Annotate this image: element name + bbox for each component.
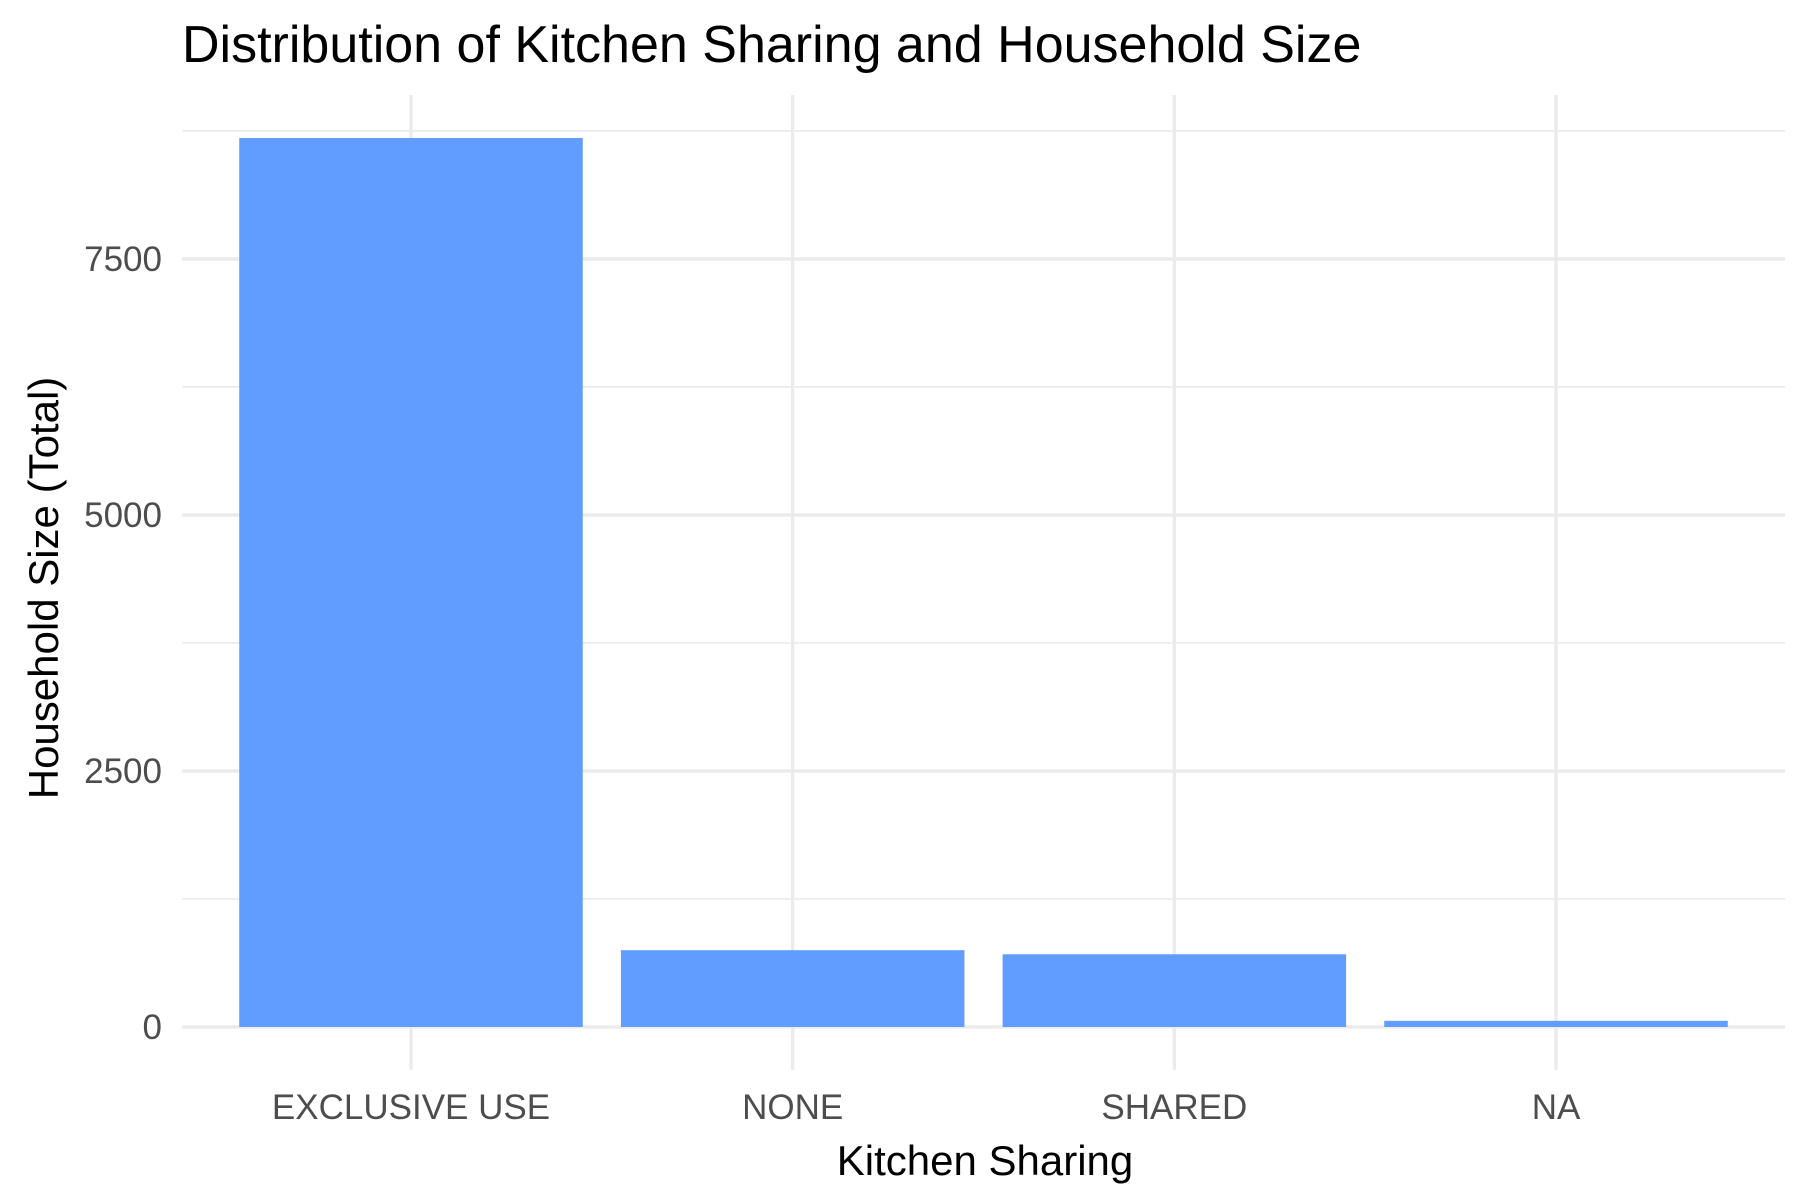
x-axis-title: Kitchen Sharing: [837, 1137, 1134, 1184]
x-tick-label: SHARED: [1101, 1088, 1247, 1127]
bar-exclusive-use: [239, 138, 583, 1027]
x-tick-label: NONE: [742, 1088, 843, 1127]
x-tick-label: NA: [1532, 1088, 1581, 1127]
x-tick-label: EXCLUSIVE USE: [272, 1088, 550, 1127]
y-tick-labels: 0 2500 5000 7500: [84, 240, 162, 1047]
y-tick-label: 0: [143, 1008, 162, 1047]
y-tick-label: 2500: [84, 752, 162, 791]
y-tick-label: 7500: [84, 240, 162, 279]
bar-shared: [1002, 954, 1347, 1027]
bar-layer: [239, 138, 1728, 1027]
chart-title: Distribution of Kitchen Sharing and Hous…: [182, 16, 1361, 74]
bar-none: [620, 950, 965, 1027]
y-axis-title: Household Size (Total): [20, 377, 67, 800]
x-tick-labels: EXCLUSIVE USE NONE SHARED NA: [272, 1088, 1581, 1127]
y-tick-label: 5000: [84, 496, 162, 535]
bar-na: [1384, 1020, 1728, 1027]
